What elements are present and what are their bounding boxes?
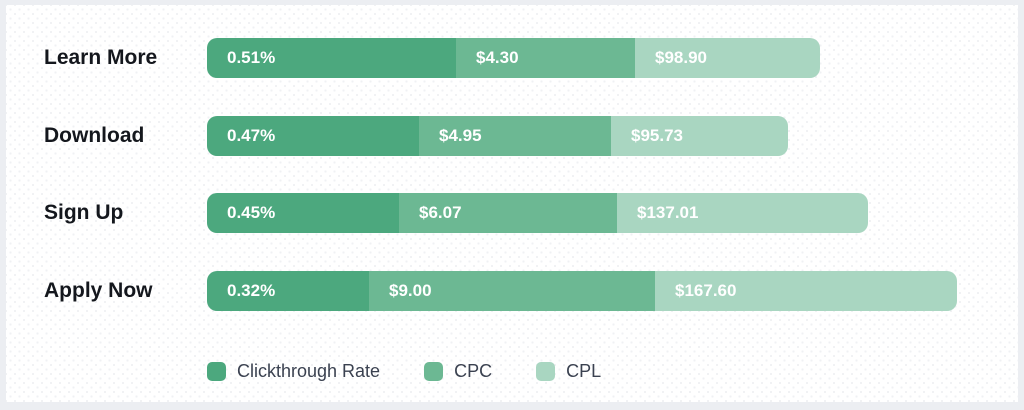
- legend-label: CPC: [454, 361, 493, 381]
- legend: Clickthrough Rate CPC CPL: [207, 361, 601, 382]
- bar-segment-cpl: $98.90: [635, 38, 820, 78]
- stacked-bar: 0.51% $4.30 $98.90: [207, 38, 820, 78]
- bar-segment-cpc: $4.30: [456, 38, 635, 78]
- stacked-bar: 0.32% $9.00 $167.60: [207, 271, 957, 311]
- bar-row: Sign Up 0.45% $6.07 $137.01: [6, 193, 1018, 233]
- legend-item-cpl: CPL: [536, 361, 601, 382]
- category-label: Apply Now: [44, 279, 153, 302]
- bar-row: Learn More 0.51% $4.30 $98.90: [6, 38, 1018, 78]
- bar-segment-cpc: $9.00: [369, 271, 655, 311]
- legend-label: Clickthrough Rate: [237, 361, 381, 381]
- chart-card: Learn More 0.51% $4.30 $98.90 Download 0.47% $…: [6, 5, 1018, 402]
- legend-item-clickthrough-rate: Clickthrough Rate: [207, 361, 380, 382]
- legend-swatch-icon: [536, 362, 556, 381]
- bar-segment-cpc: $4.95: [419, 116, 611, 156]
- category-label: Learn More: [44, 46, 158, 69]
- bar-segment-cpl: $95.73: [611, 116, 788, 156]
- legend-label: CPL: [566, 361, 602, 381]
- category-label: Sign Up: [44, 201, 124, 224]
- bar-segment-clickthrough-rate: 0.45%: [207, 193, 399, 233]
- stacked-bar: 0.47% $4.95 $95.73: [207, 116, 788, 156]
- bar-segment-clickthrough-rate: 0.32%: [207, 271, 369, 311]
- bar-row: Download 0.47% $4.95 $95.73: [6, 116, 1018, 156]
- bar-segment-clickthrough-rate: 0.51%: [207, 38, 456, 78]
- legend-swatch-icon: [207, 362, 226, 381]
- bar-segment-cpl: $167.60: [655, 271, 957, 311]
- bar-segment-cpl: $137.01: [617, 193, 868, 233]
- bar-segment-cpc: $6.07: [399, 193, 617, 233]
- bar-row: Apply Now 0.32% $9.00 $167.60: [6, 271, 1018, 311]
- bar-segment-clickthrough-rate: 0.47%: [207, 116, 419, 156]
- legend-swatch-icon: [424, 362, 444, 381]
- stacked-bar: 0.45% $6.07 $137.01: [207, 193, 868, 233]
- legend-item-cpc: CPC: [424, 361, 492, 382]
- category-label: Download: [44, 124, 145, 147]
